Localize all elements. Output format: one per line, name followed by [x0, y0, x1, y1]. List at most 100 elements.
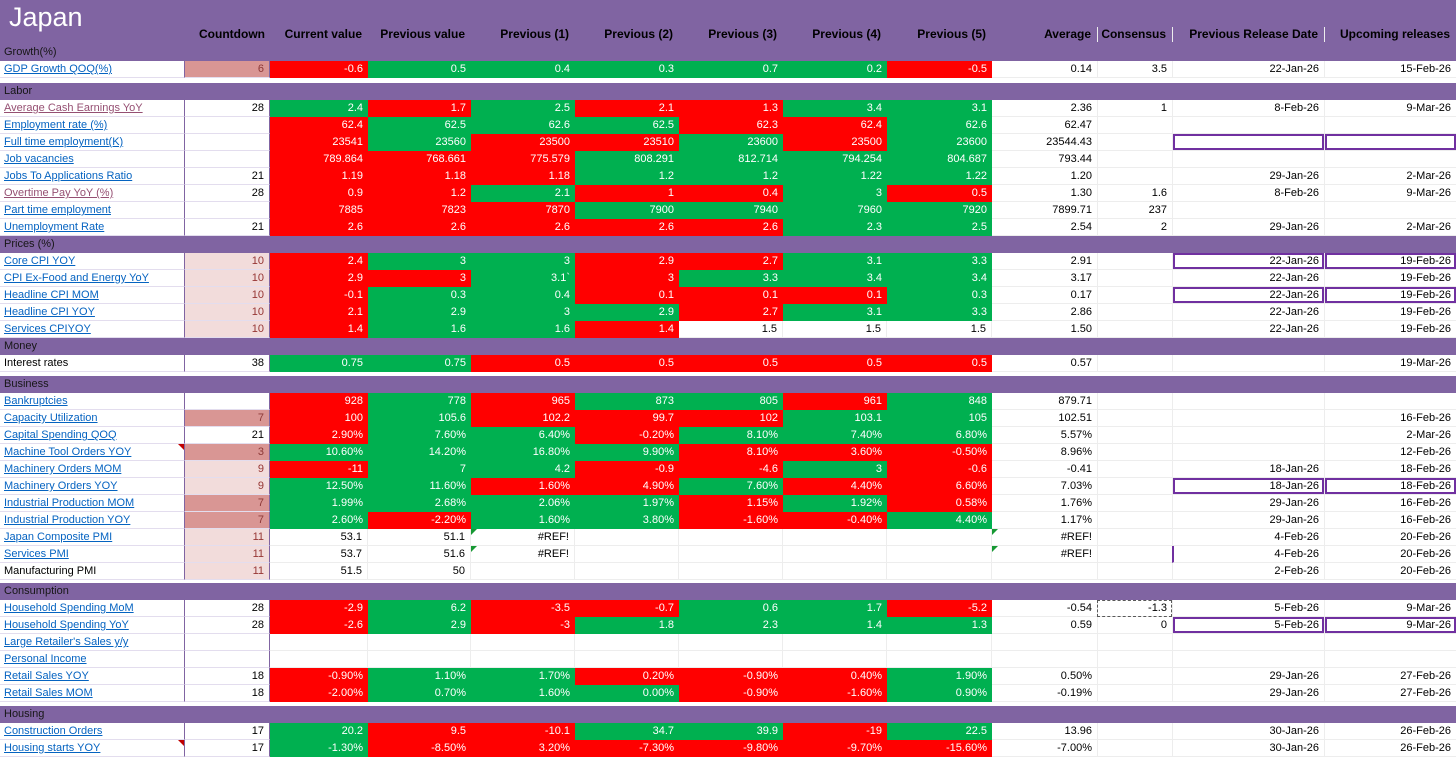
- value-cell[interactable]: 14.20%: [368, 444, 471, 461]
- row-label[interactable]: Headline CPI YOY: [0, 304, 185, 321]
- average-cell[interactable]: 23544.43: [992, 134, 1097, 151]
- value-cell[interactable]: [368, 651, 471, 668]
- row-label[interactable]: Retail Sales YOY: [0, 668, 185, 685]
- value-cell[interactable]: 8.10%: [679, 444, 783, 461]
- value-cell[interactable]: 2.9: [575, 253, 679, 270]
- value-cell[interactable]: 3.1: [783, 304, 887, 321]
- value-cell[interactable]: 3.60%: [783, 444, 887, 461]
- value-cell[interactable]: 4.2: [471, 461, 575, 478]
- upcoming-release-cell[interactable]: 16-Feb-26: [1324, 410, 1456, 427]
- value-cell[interactable]: 812.714: [679, 151, 783, 168]
- consensus-cell[interactable]: [1097, 668, 1172, 685]
- value-cell[interactable]: 1.6: [368, 321, 471, 338]
- value-cell[interactable]: 0.9: [270, 185, 368, 202]
- consensus-cell[interactable]: [1097, 444, 1172, 461]
- average-cell[interactable]: 1.30: [992, 185, 1097, 202]
- consensus-cell[interactable]: [1097, 117, 1172, 134]
- countdown-cell[interactable]: 21: [185, 427, 270, 444]
- value-cell[interactable]: 22.5: [887, 723, 992, 740]
- upcoming-release-cell[interactable]: 15-Feb-26: [1324, 61, 1456, 78]
- consensus-cell[interactable]: [1097, 651, 1172, 668]
- value-cell[interactable]: 23560: [368, 134, 471, 151]
- value-cell[interactable]: 1.5: [783, 321, 887, 338]
- consensus-cell[interactable]: [1097, 723, 1172, 740]
- countdown-cell[interactable]: 21: [185, 219, 270, 236]
- row-label[interactable]: Capital Spending QOQ: [0, 427, 185, 444]
- value-cell[interactable]: 62.4: [783, 117, 887, 134]
- previous-release-date-cell[interactable]: 22-Jan-26: [1172, 287, 1324, 304]
- value-cell[interactable]: 7960: [783, 202, 887, 219]
- countdown-cell[interactable]: 7: [185, 410, 270, 427]
- value-cell[interactable]: [783, 634, 887, 651]
- average-cell[interactable]: 2.36: [992, 100, 1097, 117]
- consensus-cell[interactable]: [1097, 355, 1172, 372]
- average-cell[interactable]: 13.96: [992, 723, 1097, 740]
- row-label[interactable]: Headline CPI MOM: [0, 287, 185, 304]
- value-cell[interactable]: 3: [783, 461, 887, 478]
- value-cell[interactable]: 0.5: [783, 355, 887, 372]
- average-cell[interactable]: 8.96%: [992, 444, 1097, 461]
- value-cell[interactable]: 3.4: [783, 270, 887, 287]
- value-cell[interactable]: 1.4: [270, 321, 368, 338]
- countdown-cell[interactable]: 28: [185, 617, 270, 634]
- average-cell[interactable]: 2.86: [992, 304, 1097, 321]
- value-cell[interactable]: 2.06%: [471, 495, 575, 512]
- consensus-cell[interactable]: -1.3: [1097, 600, 1172, 617]
- upcoming-release-cell[interactable]: 18-Feb-26: [1324, 478, 1456, 495]
- value-cell[interactable]: -2.6: [270, 617, 368, 634]
- upcoming-release-cell[interactable]: 27-Feb-26: [1324, 685, 1456, 702]
- value-cell[interactable]: -9.80%: [679, 740, 783, 757]
- value-cell[interactable]: -2.20%: [368, 512, 471, 529]
- value-cell[interactable]: -3: [471, 617, 575, 634]
- value-cell[interactable]: 2.5: [471, 100, 575, 117]
- value-cell[interactable]: 0.5: [575, 355, 679, 372]
- section-header-labor[interactable]: Labor: [0, 83, 1456, 100]
- value-cell[interactable]: [679, 634, 783, 651]
- value-cell[interactable]: 3.1: [783, 253, 887, 270]
- value-cell[interactable]: 1.22: [887, 168, 992, 185]
- upcoming-release-cell[interactable]: 16-Feb-26: [1324, 512, 1456, 529]
- average-cell[interactable]: 2.54: [992, 219, 1097, 236]
- upcoming-release-cell[interactable]: 20-Feb-26: [1324, 563, 1456, 580]
- countdown-cell[interactable]: 11: [185, 546, 270, 563]
- value-cell[interactable]: 2.9: [368, 617, 471, 634]
- value-cell[interactable]: -2.00%: [270, 685, 368, 702]
- row-label[interactable]: Full time employment(K): [0, 134, 185, 151]
- value-cell[interactable]: 1.60%: [471, 685, 575, 702]
- value-cell[interactable]: 0.20%: [575, 668, 679, 685]
- value-cell[interactable]: -19: [783, 723, 887, 740]
- value-cell[interactable]: [471, 563, 575, 580]
- value-cell[interactable]: 3.1`: [471, 270, 575, 287]
- value-cell[interactable]: 7870: [471, 202, 575, 219]
- countdown-cell[interactable]: 6: [185, 61, 270, 78]
- average-cell[interactable]: -0.54: [992, 600, 1097, 617]
- value-cell[interactable]: 794.254: [783, 151, 887, 168]
- value-cell[interactable]: -7.30%: [575, 740, 679, 757]
- upcoming-release-cell[interactable]: 9-Mar-26: [1324, 600, 1456, 617]
- consensus-cell[interactable]: [1097, 134, 1172, 151]
- value-cell[interactable]: -1.60%: [783, 685, 887, 702]
- previous-release-date-cell[interactable]: 22-Jan-26: [1172, 270, 1324, 287]
- previous-release-date-cell[interactable]: 18-Jan-26: [1172, 478, 1324, 495]
- value-cell[interactable]: 9.90%: [575, 444, 679, 461]
- countdown-cell[interactable]: 18: [185, 668, 270, 685]
- value-cell[interactable]: #REF!: [471, 529, 575, 546]
- value-cell[interactable]: [679, 651, 783, 668]
- row-label[interactable]: Industrial Production YOY: [0, 512, 185, 529]
- value-cell[interactable]: 1.3: [887, 617, 992, 634]
- value-cell[interactable]: 789.864: [270, 151, 368, 168]
- value-cell[interactable]: 1.4: [783, 617, 887, 634]
- value-cell[interactable]: 2.3: [679, 617, 783, 634]
- countdown-cell[interactable]: 28: [185, 100, 270, 117]
- value-cell[interactable]: 62.5: [575, 117, 679, 134]
- value-cell[interactable]: [575, 651, 679, 668]
- value-cell[interactable]: -15.60%: [887, 740, 992, 757]
- value-cell[interactable]: 7.60%: [368, 427, 471, 444]
- value-cell[interactable]: 1.7: [368, 100, 471, 117]
- value-cell[interactable]: 805: [679, 393, 783, 410]
- value-cell[interactable]: 775.579: [471, 151, 575, 168]
- value-cell[interactable]: [783, 651, 887, 668]
- consensus-cell[interactable]: [1097, 512, 1172, 529]
- value-cell[interactable]: 8.10%: [679, 427, 783, 444]
- previous-release-date-cell[interactable]: [1172, 151, 1324, 168]
